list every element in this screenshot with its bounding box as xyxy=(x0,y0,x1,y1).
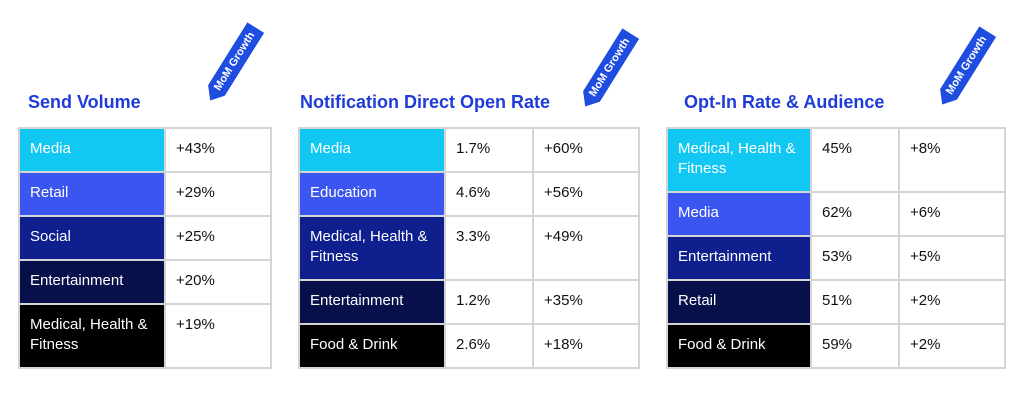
growth-cell: +20% xyxy=(164,259,272,305)
growth-cell: +6% xyxy=(898,191,1006,237)
category-cell: Retail xyxy=(666,279,812,325)
mom-growth-badge: MoM Growth xyxy=(934,26,997,110)
panel-title: Send Volume xyxy=(28,92,141,112)
category-cell: Food & Drink xyxy=(666,323,812,369)
opt-in-table: Medical, Health & Fitness 45% +8% Media … xyxy=(666,127,1006,369)
growth-cell: +25% xyxy=(164,215,272,261)
table-row: Retail +29% xyxy=(18,171,272,217)
panel-title: Opt-In Rate & Audience xyxy=(684,92,885,112)
rate-cell: 2.6% xyxy=(444,323,534,369)
category-cell: Food & Drink xyxy=(298,323,446,369)
category-cell: Entertainment xyxy=(666,235,812,281)
growth-cell: +18% xyxy=(532,323,640,369)
category-cell: Media xyxy=(666,191,812,237)
table-row: Social +25% xyxy=(18,215,272,261)
table-row: Medical, Health & Fitness +19% xyxy=(18,303,272,369)
growth-cell: +49% xyxy=(532,215,640,281)
table-row: Medical, Health & Fitness 3.3% +49% xyxy=(298,215,640,281)
category-cell: Social xyxy=(18,215,166,261)
rate-cell: 1.7% xyxy=(444,127,534,173)
category-cell: Retail xyxy=(18,171,166,217)
table-row: Education 4.6% +56% xyxy=(298,171,640,217)
table-row: Entertainment 1.2% +35% xyxy=(298,279,640,325)
category-cell: Entertainment xyxy=(298,279,446,325)
growth-cell: +2% xyxy=(898,279,1006,325)
category-cell: Medical, Health & Fitness xyxy=(298,215,446,281)
growth-cell: +29% xyxy=(164,171,272,217)
table-row: Medical, Health & Fitness 45% +8% xyxy=(666,127,1006,193)
table-row: Media 62% +6% xyxy=(666,191,1006,237)
table-row: Media 1.7% +60% xyxy=(298,127,640,173)
table-row: Entertainment +20% xyxy=(18,259,272,305)
panel-title: Notification Direct Open Rate xyxy=(300,92,551,112)
rate-cell: 1.2% xyxy=(444,279,534,325)
growth-cell: +19% xyxy=(164,303,272,369)
category-cell: Medical, Health & Fitness xyxy=(18,303,166,369)
category-cell: Medical, Health & Fitness xyxy=(666,127,812,193)
growth-cell: +5% xyxy=(898,235,1006,281)
rate-cell: 45% xyxy=(810,127,900,193)
category-cell: Entertainment xyxy=(18,259,166,305)
growth-cell: +43% xyxy=(164,127,272,173)
mom-growth-badge: MoM Growth xyxy=(202,22,265,106)
rate-cell: 59% xyxy=(810,323,900,369)
growth-cell: +56% xyxy=(532,171,640,217)
table-row: Food & Drink 2.6% +18% xyxy=(298,323,640,369)
table-row: Media +43% xyxy=(18,127,272,173)
open-rate-table: Media 1.7% +60% Education 4.6% +56% Medi… xyxy=(298,127,640,369)
category-cell: Media xyxy=(18,127,166,173)
rate-cell: 51% xyxy=(810,279,900,325)
rate-cell: 3.3% xyxy=(444,215,534,281)
rate-cell: 53% xyxy=(810,235,900,281)
growth-cell: +2% xyxy=(898,323,1006,369)
rate-cell: 4.6% xyxy=(444,171,534,217)
table-row: Entertainment 53% +5% xyxy=(666,235,1006,281)
table-row: Food & Drink 59% +2% xyxy=(666,323,1006,369)
category-cell: Media xyxy=(298,127,446,173)
table-row: Retail 51% +2% xyxy=(666,279,1006,325)
mom-growth-badge: MoM Growth xyxy=(577,28,640,112)
rate-cell: 62% xyxy=(810,191,900,237)
send-volume-table: Media +43% Retail +29% Social +25% Enter… xyxy=(18,127,272,369)
growth-cell: +60% xyxy=(532,127,640,173)
growth-cell: +35% xyxy=(532,279,640,325)
category-cell: Education xyxy=(298,171,446,217)
growth-cell: +8% xyxy=(898,127,1006,193)
